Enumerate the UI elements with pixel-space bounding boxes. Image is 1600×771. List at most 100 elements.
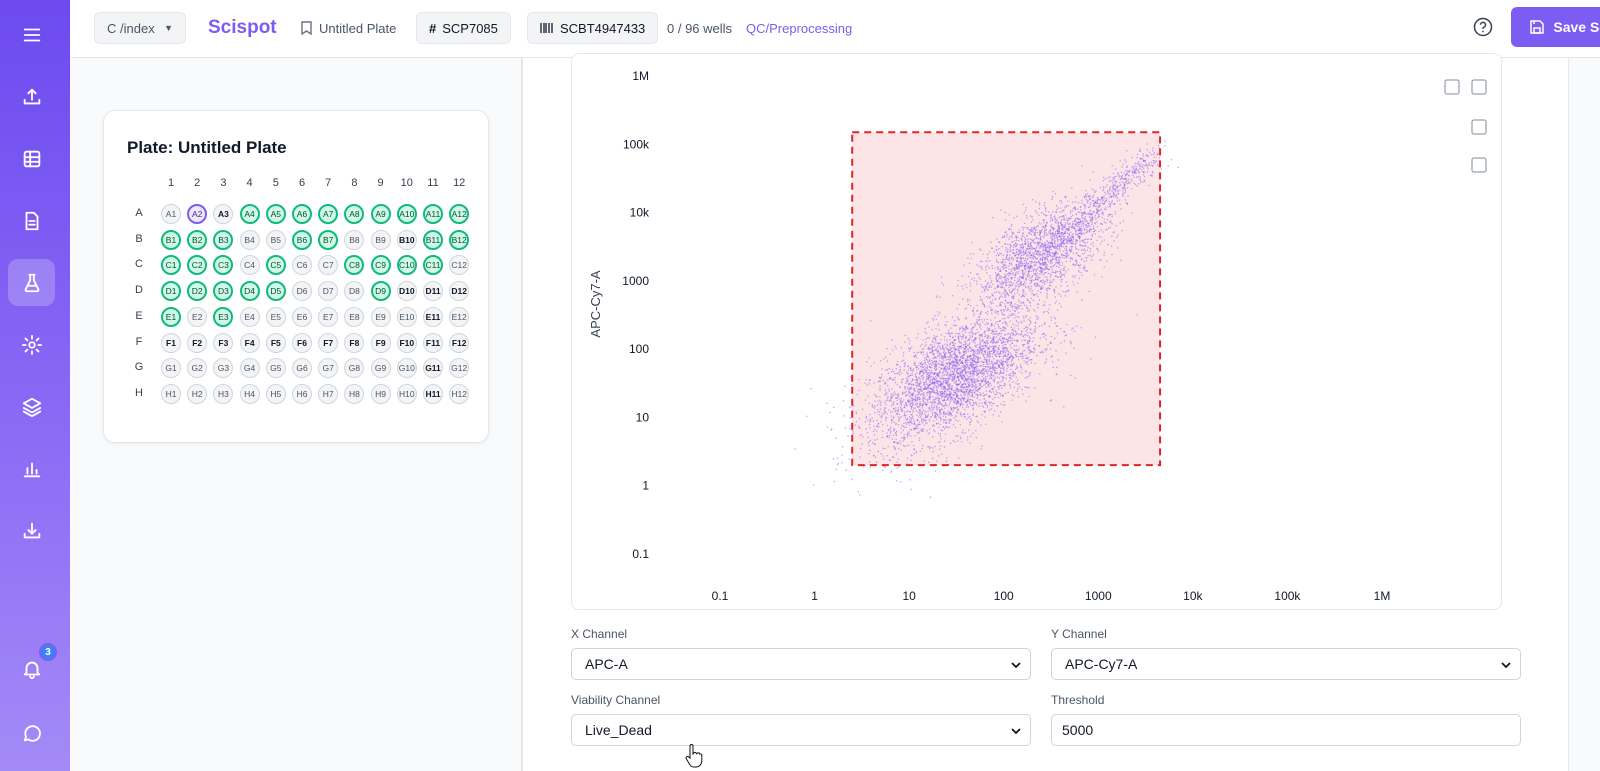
plate-well[interactable]: H9 bbox=[370, 383, 391, 404]
plate-column-header[interactable]: 7 bbox=[325, 177, 332, 189]
sidebar-experiment-button[interactable] bbox=[8, 259, 55, 306]
plate-well[interactable]: G12 bbox=[449, 358, 470, 379]
plate-well[interactable]: D7 bbox=[318, 281, 339, 302]
plate-well[interactable]: A2 bbox=[187, 204, 208, 224]
plate-well[interactable]: B1 bbox=[161, 229, 181, 250]
plate-well[interactable]: G5 bbox=[265, 358, 286, 379]
plate-well[interactable]: E6 bbox=[292, 306, 312, 327]
plate-row-header[interactable]: F bbox=[135, 335, 143, 348]
plate-well[interactable]: E3 bbox=[213, 306, 234, 327]
plate-well[interactable]: C1 bbox=[161, 255, 181, 276]
stage-label[interactable]: QC/Preprocessing bbox=[746, 20, 853, 36]
plate-well[interactable]: E9 bbox=[370, 306, 391, 327]
brand-logo[interactable]: Scispot bbox=[208, 17, 277, 38]
plate-well[interactable]: F10 bbox=[396, 332, 417, 353]
sidebar-document-button[interactable] bbox=[8, 197, 55, 244]
plate-well[interactable]: A5 bbox=[265, 204, 286, 224]
plate-well[interactable]: A1 bbox=[161, 204, 181, 224]
plate-well[interactable]: D4 bbox=[239, 281, 260, 302]
plate-well[interactable]: H10 bbox=[396, 383, 417, 404]
plate-well[interactable]: B7 bbox=[318, 229, 339, 250]
plate-well[interactable]: G8 bbox=[344, 358, 365, 379]
plate-well[interactable]: E4 bbox=[239, 306, 260, 327]
plate-well[interactable]: D3 bbox=[213, 281, 234, 302]
plate-well[interactable]: H5 bbox=[265, 383, 286, 404]
plate-well[interactable]: H1 bbox=[161, 383, 181, 404]
plate-well[interactable]: B3 bbox=[213, 229, 234, 250]
plate-well[interactable]: H11 bbox=[423, 383, 443, 404]
plate-well[interactable]: C10 bbox=[396, 255, 417, 276]
plate-well[interactable]: A11 bbox=[423, 204, 443, 224]
plate-column-header[interactable]: 12 bbox=[453, 177, 466, 189]
plate-well[interactable]: B8 bbox=[344, 229, 365, 250]
plate-well[interactable]: D2 bbox=[187, 281, 208, 302]
plate-well[interactable]: H4 bbox=[239, 383, 260, 404]
help-icon[interactable] bbox=[1473, 17, 1493, 37]
plate-well[interactable]: E1 bbox=[161, 306, 181, 327]
plate-well[interactable]: C11 bbox=[423, 255, 443, 276]
plate-well[interactable]: F1 bbox=[161, 332, 181, 353]
plate-row-header[interactable]: D bbox=[135, 284, 143, 297]
plate-well[interactable]: A9 bbox=[370, 204, 391, 224]
plate-column-header[interactable]: 4 bbox=[246, 177, 253, 189]
plate-column-header[interactable]: 2 bbox=[194, 177, 201, 189]
plate-column-header[interactable]: 6 bbox=[298, 177, 306, 189]
plate-column-header[interactable]: 10 bbox=[400, 177, 413, 189]
plate-well[interactable]: F3 bbox=[213, 332, 234, 353]
plate-well[interactable]: E12 bbox=[449, 306, 470, 327]
sidebar-menu-button[interactable] bbox=[8, 11, 55, 58]
plate-well[interactable]: C9 bbox=[370, 255, 391, 276]
plate-well[interactable]: A6 bbox=[292, 204, 312, 224]
plate-row-header[interactable]: H bbox=[135, 386, 143, 399]
plate-well[interactable]: A4 bbox=[239, 204, 260, 224]
plate-column-header[interactable]: 9 bbox=[377, 177, 384, 189]
plate-well[interactable]: F7 bbox=[318, 332, 339, 353]
plate-well[interactable]: C6 bbox=[292, 255, 312, 276]
plate-well[interactable]: H8 bbox=[344, 383, 365, 404]
plate-well[interactable]: H6 bbox=[292, 383, 312, 404]
project-id-badge[interactable]: # SCP7085 bbox=[416, 12, 511, 44]
plate-well[interactable]: F4 bbox=[239, 332, 260, 353]
plate-row-header[interactable]: E bbox=[135, 309, 143, 322]
plate-well[interactable]: G7 bbox=[318, 358, 339, 379]
plate-well[interactable]: E8 bbox=[344, 306, 365, 327]
sidebar-table-button[interactable] bbox=[8, 135, 55, 182]
plate-well[interactable]: H7 bbox=[318, 383, 339, 404]
plate-well[interactable]: E7 bbox=[318, 306, 339, 327]
plate-well[interactable]: B11 bbox=[423, 229, 443, 250]
plate-well[interactable]: A7 bbox=[318, 204, 339, 224]
plate-well[interactable]: G1 bbox=[161, 358, 181, 379]
plate-well[interactable]: G11 bbox=[423, 358, 443, 379]
plate-well[interactable]: E10 bbox=[396, 306, 417, 327]
plate-well[interactable]: E2 bbox=[187, 306, 208, 327]
plate-well[interactable]: H2 bbox=[187, 383, 208, 404]
plate-column-header[interactable]: 8 bbox=[351, 177, 358, 189]
plate-well[interactable]: C7 bbox=[318, 255, 339, 276]
plate-well[interactable]: E11 bbox=[423, 306, 443, 327]
plate-well[interactable]: D12 bbox=[449, 281, 470, 302]
save-session-button[interactable]: Save Session bbox=[1511, 7, 1600, 47]
plate-well[interactable]: G3 bbox=[213, 358, 234, 379]
sidebar-download-button[interactable] bbox=[8, 507, 55, 554]
sidebar-analytics-button[interactable] bbox=[8, 445, 55, 492]
plate-row-header[interactable]: A bbox=[135, 207, 143, 219]
sidebar-upload-button[interactable] bbox=[8, 73, 55, 120]
plate-well[interactable]: F6 bbox=[292, 332, 312, 353]
plate-well[interactable]: D9 bbox=[370, 281, 391, 302]
plate-well[interactable]: C8 bbox=[344, 255, 365, 276]
plate-well[interactable]: D1 bbox=[161, 281, 181, 302]
plate-well[interactable]: D10 bbox=[396, 281, 417, 302]
plate-well[interactable]: D11 bbox=[423, 281, 443, 302]
plate-well[interactable]: C4 bbox=[239, 255, 260, 276]
plate-well[interactable]: G10 bbox=[396, 358, 417, 379]
plate-well[interactable]: C2 bbox=[187, 255, 208, 276]
sidebar-settings-button[interactable] bbox=[8, 321, 55, 368]
plate-well[interactable]: F2 bbox=[187, 332, 208, 353]
index-select[interactable]: C /index ▼ bbox=[94, 12, 186, 44]
sidebar-chat-button[interactable] bbox=[8, 709, 55, 756]
plate-well[interactable]: C3 bbox=[213, 255, 234, 276]
plate-column-header[interactable]: 5 bbox=[272, 177, 279, 189]
plate-name[interactable]: Untitled Plate bbox=[300, 12, 396, 44]
plate-well[interactable]: G9 bbox=[370, 358, 391, 379]
plate-well[interactable]: B5 bbox=[265, 229, 286, 250]
